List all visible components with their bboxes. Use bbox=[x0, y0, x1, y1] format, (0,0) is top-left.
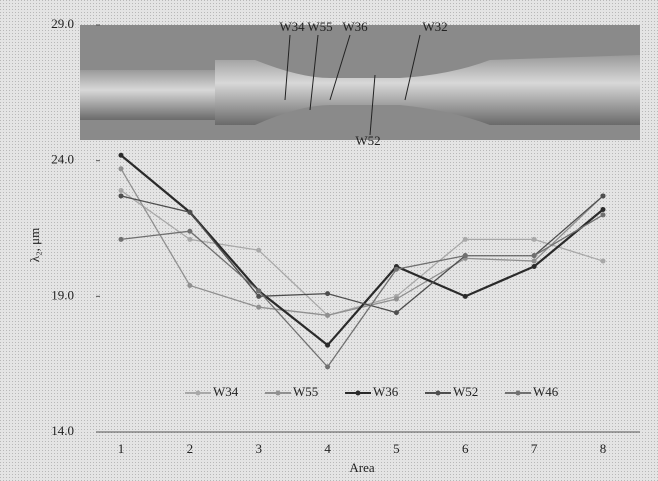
point bbox=[394, 297, 399, 302]
point bbox=[532, 259, 537, 264]
y-axis-label: λ₂, μm bbox=[27, 228, 42, 262]
x-tick-label: 6 bbox=[462, 441, 469, 456]
point bbox=[532, 237, 537, 242]
point bbox=[463, 237, 468, 242]
legend-label: W34 bbox=[213, 384, 239, 399]
legend-marker bbox=[196, 391, 201, 396]
point bbox=[119, 153, 124, 158]
x-tick-label: 1 bbox=[118, 441, 125, 456]
annotation: W36 bbox=[342, 19, 368, 34]
point bbox=[256, 288, 261, 293]
photo: W34 W55 W36 W32 W52 bbox=[80, 19, 640, 148]
x-tick-label: 4 bbox=[324, 441, 331, 456]
legend-marker bbox=[436, 391, 441, 396]
point bbox=[532, 253, 537, 258]
point bbox=[394, 310, 399, 315]
point bbox=[601, 259, 606, 264]
point bbox=[463, 253, 468, 258]
point bbox=[601, 212, 606, 217]
x-axis-label: Area bbox=[349, 460, 374, 475]
legend-label: W36 bbox=[373, 384, 399, 399]
x-tick-label: 7 bbox=[531, 441, 538, 456]
chart: W34 W55 W36 W32 W52 λ₂, μm Area 14.0 19.0… bbox=[0, 0, 658, 481]
annotation: W32 bbox=[422, 19, 447, 34]
point bbox=[187, 229, 192, 234]
point bbox=[187, 283, 192, 288]
legend-label: W55 bbox=[293, 384, 318, 399]
x-tick-label: 5 bbox=[393, 441, 400, 456]
annotation: W55 bbox=[307, 19, 332, 34]
point bbox=[532, 264, 537, 269]
point bbox=[119, 166, 124, 171]
point bbox=[463, 294, 468, 299]
y-tick-label: 14.0 bbox=[51, 423, 74, 438]
legend-marker bbox=[276, 391, 281, 396]
x-tick-label: 3 bbox=[255, 441, 262, 456]
point bbox=[187, 237, 192, 242]
point bbox=[601, 207, 606, 212]
point bbox=[256, 294, 261, 299]
point bbox=[187, 210, 192, 215]
legend-label: W46 bbox=[533, 384, 559, 399]
x-tick-label: 8 bbox=[600, 441, 607, 456]
annotation: W52 bbox=[355, 133, 380, 148]
y-tick-label: 29.0 bbox=[51, 16, 74, 31]
legend-marker bbox=[356, 391, 361, 396]
point bbox=[119, 193, 124, 198]
y-tick-label: 19.0 bbox=[51, 287, 74, 302]
y-tick-label: 24.0 bbox=[51, 152, 74, 167]
point bbox=[256, 305, 261, 310]
point bbox=[325, 343, 330, 348]
point bbox=[601, 193, 606, 198]
point bbox=[325, 364, 330, 369]
legend-label: W52 bbox=[453, 384, 478, 399]
point bbox=[256, 248, 261, 253]
annotation: W34 bbox=[279, 19, 305, 34]
point bbox=[325, 291, 330, 296]
point bbox=[394, 267, 399, 272]
point bbox=[325, 313, 330, 318]
point bbox=[119, 237, 124, 242]
point bbox=[119, 188, 124, 193]
x-tick-label: 2 bbox=[187, 441, 194, 456]
legend-marker bbox=[516, 391, 521, 396]
